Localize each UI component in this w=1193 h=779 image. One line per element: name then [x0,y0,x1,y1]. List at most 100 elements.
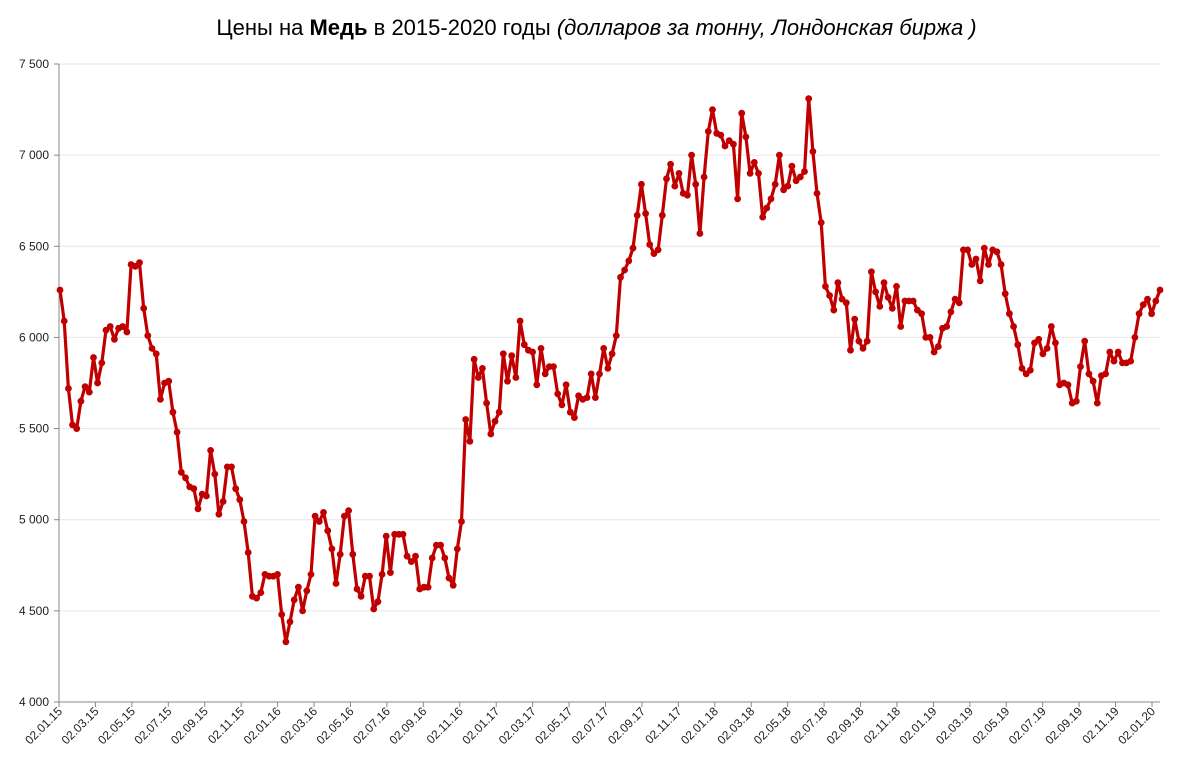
data-point [830,306,838,314]
data-point [746,170,754,177]
x-tick-label: 02.07.17 [569,704,612,747]
data-point [520,341,528,349]
y-tick-label: 7 000 [19,148,49,162]
y-axis-ticks: 4 000 4 500 5 000 5 500 6 000 6 500 7 000 7 500 [19,57,59,709]
data-point [495,408,503,416]
data-point [817,219,825,227]
data-point [985,261,992,268]
data-point [566,408,574,416]
data-point [56,286,64,294]
data-point [529,348,536,356]
data-point [755,170,762,177]
series-copper [56,95,1164,646]
data-point [65,385,72,392]
x-tick-label: 02.03.18 [714,704,757,747]
x-axis-ticks: 02.01.1502.03.1502.05.1502.07.1502.09.15… [22,702,1158,747]
data-point [290,596,298,604]
data-point [357,592,365,600]
title-part-2: в 2015-2020 годы [367,15,557,40]
data-point [851,315,859,323]
data-point [353,585,361,593]
data-point [374,598,382,606]
data-point [872,288,879,296]
data-point [980,244,988,252]
data-point [315,518,323,525]
data-point [788,162,796,170]
x-tick-label: 02.11.15 [205,704,248,747]
data-point [366,572,373,580]
series-line [58,96,1162,644]
data-point [759,213,767,221]
data-point [596,370,603,378]
data-point [692,180,700,188]
data-point [550,363,557,370]
data-point [663,175,670,183]
data-point [654,246,662,254]
data-point [1014,341,1022,349]
data-point [767,195,775,203]
x-tick-label: 02.01.18 [678,704,721,747]
data-point [688,151,695,159]
data-point [399,530,407,538]
data-point [855,337,863,345]
data-point [1148,310,1155,318]
data-point [173,428,181,436]
data-point [918,310,925,318]
data-point [738,109,746,117]
data-point [834,279,842,287]
x-tick-label: 02.09.15 [168,704,211,747]
x-tick-label: 02.01.16 [241,704,284,747]
data-point [955,299,963,307]
data-point [458,518,465,525]
data-point [1139,301,1147,308]
data-point [533,381,541,389]
data-point [1089,377,1097,385]
data-point [1043,345,1051,352]
data-point [244,549,252,556]
data-point [474,374,482,381]
chart-title: Цены на Медь в 2015-2020 годы (долларов … [0,15,1193,41]
data-point [98,359,106,367]
x-tick-label: 02.01.20 [1115,704,1158,747]
data-point [893,283,900,290]
data-point [1006,310,1013,318]
data-point [504,377,511,385]
data-point [776,151,783,159]
data-point [341,512,348,520]
data-point [487,430,495,438]
data-point [675,170,683,177]
data-point [479,365,486,372]
data-point [993,248,1001,256]
data-point [85,388,93,396]
data-point [583,394,591,401]
data-point [884,293,892,301]
data-point [621,266,628,274]
x-tick-label: 02.11.19 [1079,704,1122,747]
y-tick-label: 7 500 [19,57,49,71]
data-point [638,180,645,188]
data-point [863,337,871,345]
data-point [562,381,570,389]
data-point [407,558,415,565]
data-point [943,323,951,330]
data-point [704,127,712,135]
x-tick-label: 02.03.16 [277,704,320,747]
data-point [499,350,507,358]
data-point [286,618,294,626]
x-tick-label: 02.09.17 [605,704,648,747]
data-point [253,594,260,602]
data-point [888,304,896,312]
data-point [880,279,888,287]
data-point [508,352,516,360]
x-tick-label: 02.05.17 [532,704,575,747]
data-point [771,180,779,188]
data-point [972,255,980,263]
data-point [177,468,185,476]
data-point [964,246,971,254]
data-point [1156,286,1164,294]
x-tick-label: 02.05.16 [314,704,357,747]
data-point [274,571,281,578]
x-tick-label: 02.07.15 [131,704,174,747]
data-point [307,571,315,578]
data-point [240,518,248,525]
